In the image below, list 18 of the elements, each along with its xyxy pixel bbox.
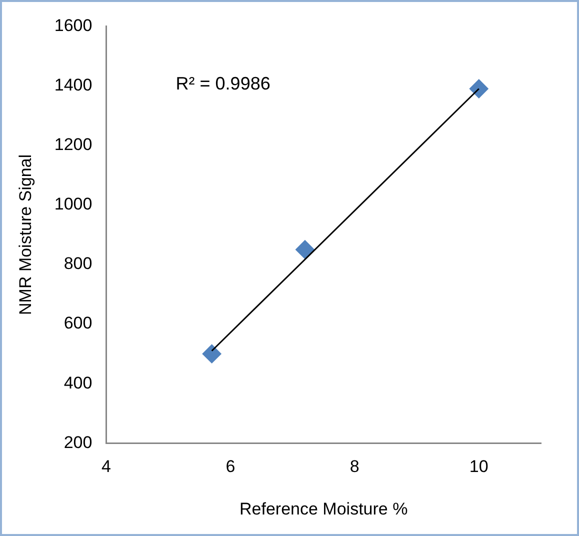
y-tick-label: 400 bbox=[64, 373, 92, 392]
annotation: R² = 0.9986 bbox=[176, 74, 270, 94]
y-tick-label: 1400 bbox=[54, 75, 92, 94]
y-tick-label: 200 bbox=[64, 432, 92, 452]
x-tick-label: 8 bbox=[350, 457, 360, 476]
point bbox=[295, 240, 314, 260]
x-tick-label: 10 bbox=[469, 457, 488, 476]
y-tick-label: 1600 bbox=[54, 16, 92, 35]
y-axis-title: NMR Moisture Signal bbox=[16, 154, 35, 316]
y-tick-label: 600 bbox=[64, 314, 92, 333]
point bbox=[469, 79, 488, 98]
x-axis-title: Reference Moisture % bbox=[240, 499, 408, 518]
x-tick-label: 4 bbox=[101, 457, 111, 476]
y-tick-label: 1200 bbox=[54, 135, 92, 154]
y-tick-label: 800 bbox=[64, 254, 92, 274]
y-tick-label: 1000 bbox=[54, 194, 92, 214]
point bbox=[202, 344, 222, 364]
x-tick-label: 6 bbox=[226, 457, 236, 476]
